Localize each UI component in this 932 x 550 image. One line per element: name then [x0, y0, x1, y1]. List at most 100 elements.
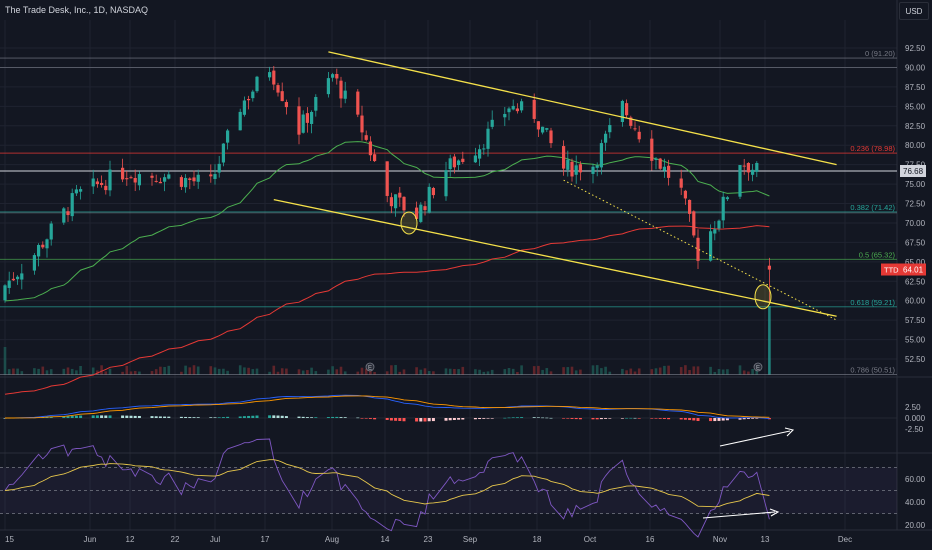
volume-bar	[608, 371, 612, 375]
macd-histogram-bar	[188, 417, 192, 418]
macd-histogram-bar	[184, 416, 188, 418]
candle-body	[431, 187, 435, 196]
volume-bar	[696, 366, 700, 375]
volume-bar	[280, 368, 284, 375]
trendline	[328, 51, 837, 166]
candle-body	[150, 175, 154, 178]
volume-bar	[679, 367, 683, 375]
volume-bar	[247, 367, 250, 375]
volume-bar	[448, 368, 452, 375]
macd-histogram-bar	[213, 417, 217, 418]
candle-body	[272, 70, 276, 85]
volume-bar	[331, 366, 334, 375]
candle-body	[213, 174, 217, 179]
candle-body	[448, 158, 452, 170]
volume-bar	[70, 368, 74, 375]
candle-body	[738, 165, 742, 197]
volume-bar	[474, 369, 477, 375]
fib-level-label: 0.786 (50.51)	[850, 365, 895, 374]
volume-bar	[7, 369, 11, 375]
candle-body	[511, 105, 515, 110]
divergence-arrowhead	[769, 508, 780, 517]
macd-histogram-bar	[633, 417, 637, 419]
candle-body	[297, 106, 301, 135]
macd-histogram-bar	[427, 418, 431, 422]
price-tick-label: 52.50	[905, 355, 926, 364]
time-tick-label: 22	[171, 535, 180, 544]
divergence-arrow	[702, 511, 776, 519]
volume-bar	[650, 369, 654, 375]
volume-bar	[600, 368, 603, 375]
candle-body	[268, 72, 272, 78]
volume-bar	[503, 369, 507, 375]
macd-histogram-bar	[578, 418, 582, 420]
macd-histogram-bar	[490, 418, 494, 419]
volume-bar	[327, 369, 330, 375]
candle-body	[133, 177, 137, 183]
macd-histogram-bar	[767, 418, 771, 420]
macd-histogram-bar	[742, 418, 746, 420]
candle-body	[595, 165, 599, 168]
volume-bar	[310, 367, 313, 375]
price-tick-label: 67.50	[905, 238, 926, 247]
macd-histogram-bar	[721, 418, 725, 421]
volume-bar	[625, 370, 628, 375]
macd-histogram-bar	[507, 417, 511, 419]
volume-bar	[188, 367, 192, 375]
rsi-tick-label: 20.00	[905, 521, 926, 530]
macd-histogram-bar	[339, 417, 343, 418]
candle-body	[507, 108, 511, 113]
macd-histogram-bar	[314, 417, 318, 418]
macd-histogram-bar	[129, 415, 133, 418]
candle-body	[692, 211, 696, 236]
candle-body	[427, 186, 431, 213]
volume-bar	[713, 371, 717, 375]
volume-bar	[297, 369, 301, 375]
macd-histogram-bar	[738, 418, 742, 420]
volume-bar	[541, 369, 544, 375]
volume-bar	[385, 371, 389, 375]
price-tick-label: 80.00	[905, 141, 926, 150]
macd-histogram-bar	[696, 418, 700, 422]
macd-histogram-bar	[574, 418, 578, 420]
macd-histogram-bar	[280, 415, 284, 418]
candle-body	[91, 178, 95, 187]
candle-body	[532, 99, 536, 119]
macd-tick-label: 2.50	[905, 403, 921, 412]
macd-histogram-bar	[398, 418, 402, 422]
volume-bar	[49, 369, 53, 375]
macd-histogram-bar	[66, 416, 70, 418]
volume-bar	[566, 367, 570, 375]
candle-body	[667, 165, 671, 178]
time-tick-label: 13	[761, 535, 770, 544]
candle-body	[70, 193, 74, 217]
macd-histogram-bar	[150, 416, 154, 418]
macd-tick-label: 0.000	[905, 414, 926, 423]
highlight-circle	[400, 211, 418, 235]
candle-body	[343, 90, 347, 99]
fib-level-label: 0.5 (65.32)	[859, 250, 896, 259]
macd-histogram-bar	[158, 416, 162, 418]
candle-body	[625, 103, 629, 116]
volume-bar	[276, 371, 280, 375]
macd-histogram-bar	[562, 418, 566, 419]
candle-body	[562, 146, 566, 169]
macd-histogram-bar	[515, 417, 519, 418]
macd-line	[4, 394, 770, 420]
candle-body	[32, 255, 36, 271]
volume-bar	[335, 369, 339, 375]
volume-bar	[255, 368, 259, 375]
volume-bar	[423, 368, 427, 375]
candle-body	[725, 197, 729, 200]
volume-bar	[364, 368, 368, 375]
candle-body	[755, 162, 759, 172]
macd-histogram-bar	[415, 418, 419, 422]
volume-bar	[574, 370, 578, 375]
volume-bar	[549, 371, 553, 375]
volume-bar	[3, 347, 7, 375]
volume-bar	[243, 367, 246, 375]
candle-body	[620, 100, 624, 122]
volume-bar	[663, 365, 666, 375]
macd-histogram-bar	[604, 418, 608, 419]
currency-button[interactable]: USD	[899, 2, 929, 20]
